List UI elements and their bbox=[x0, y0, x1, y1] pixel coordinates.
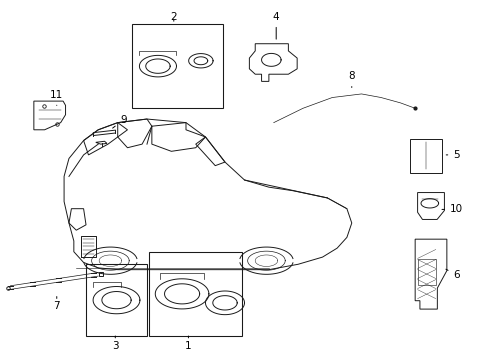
Text: 8: 8 bbox=[348, 71, 354, 87]
Text: 11: 11 bbox=[50, 90, 63, 105]
Bar bbox=[86, 264, 147, 336]
Bar bbox=[417, 259, 435, 285]
Text: 4: 4 bbox=[272, 12, 279, 39]
Bar bbox=[132, 24, 222, 108]
Text: 1: 1 bbox=[185, 336, 191, 351]
Bar bbox=[409, 139, 441, 173]
Text: 3: 3 bbox=[112, 336, 119, 351]
Text: 7: 7 bbox=[53, 297, 60, 311]
Text: 2: 2 bbox=[170, 12, 177, 22]
Text: 5: 5 bbox=[446, 150, 459, 160]
Text: 10: 10 bbox=[441, 204, 462, 215]
Text: 6: 6 bbox=[445, 269, 459, 280]
Bar bbox=[149, 252, 242, 336]
Text: 9: 9 bbox=[112, 115, 126, 128]
